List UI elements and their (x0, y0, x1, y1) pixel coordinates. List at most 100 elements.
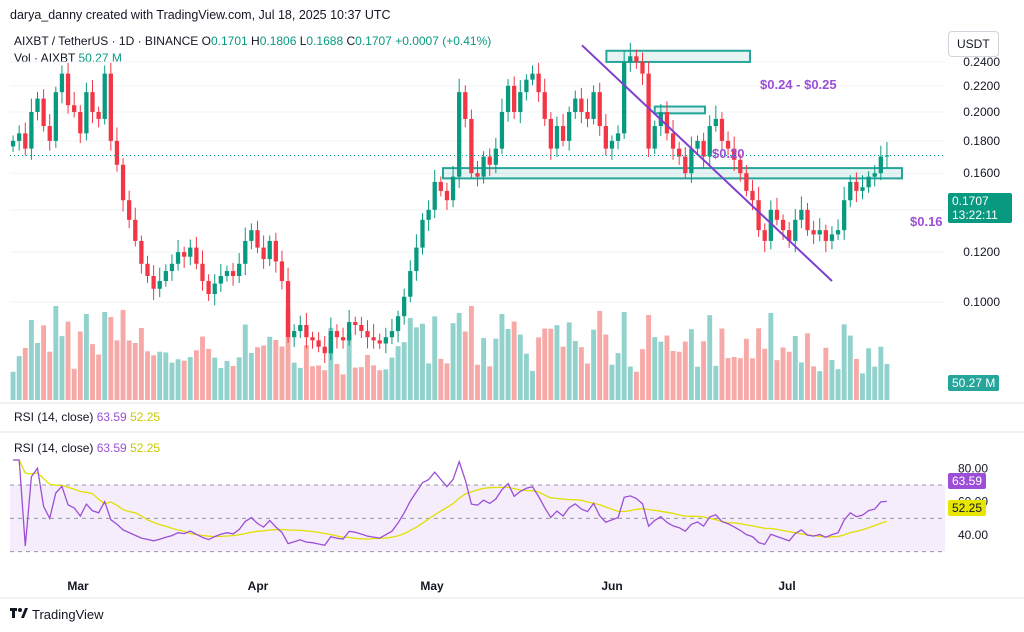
volume-bar (670, 350, 676, 400)
candle-body (322, 346, 327, 354)
volume-bar (303, 345, 309, 400)
candle-body (120, 164, 126, 201)
price-tick-label: 0.2400 (963, 55, 1000, 69)
candle-body (420, 219, 425, 248)
volume-bar (273, 340, 279, 400)
volume-bar (591, 329, 597, 400)
volume-bar (120, 310, 126, 400)
volume-bar (279, 346, 285, 400)
candle-body (738, 159, 743, 174)
candle-body (157, 281, 162, 289)
volume-bar (688, 329, 694, 400)
currency-button[interactable]: USDT (948, 31, 999, 57)
candle-body (47, 126, 52, 141)
candle-body (72, 105, 77, 112)
time-tick-label: May (420, 579, 444, 593)
candle-body (463, 92, 468, 119)
volume-bar (829, 360, 835, 400)
candle-body (560, 126, 566, 141)
volume-bar (71, 368, 77, 400)
volume-bar (407, 317, 413, 400)
volume-bar (737, 358, 743, 400)
volume-bar (108, 317, 114, 400)
volume-bar (413, 327, 419, 400)
candle-body (90, 92, 95, 112)
candle-body (224, 271, 230, 276)
volume-bar (493, 338, 499, 400)
candle-body (817, 230, 822, 235)
volume-bar (750, 358, 755, 400)
volume-bar (536, 337, 542, 400)
volume-bar (695, 366, 700, 400)
candle-body (689, 148, 694, 174)
volume-bar (316, 365, 322, 400)
volume-bar (193, 350, 199, 400)
zones-layer (442, 49, 903, 180)
volume-bar (627, 366, 633, 400)
volume-bar (817, 371, 823, 400)
zone-low (442, 167, 903, 180)
volume-bar (132, 342, 138, 400)
candle-body (426, 209, 431, 220)
candle-body (615, 133, 621, 141)
candle-body (371, 337, 376, 341)
volume-bar (383, 369, 389, 400)
candle-body (622, 61, 627, 134)
volume-bar (444, 363, 450, 400)
zone-label-low: $0.16 (910, 214, 943, 229)
volume-bar (768, 313, 774, 400)
volume-bar (542, 328, 548, 400)
rsi-value-tag: 63.59 (948, 473, 987, 489)
volume-bar (47, 351, 53, 400)
volume-bar (310, 366, 315, 400)
candle-body (84, 92, 89, 134)
candle-body (469, 118, 474, 174)
candle-body (524, 79, 529, 93)
price-tick-label: 0.2000 (963, 105, 1000, 119)
rsi-legend-2: RSI (14, close) 63.59 52.25 (14, 441, 160, 455)
volume-bar (597, 310, 603, 400)
volume-bar (707, 315, 713, 400)
volume-bar (365, 354, 370, 400)
time-tick-label: Jun (601, 579, 622, 593)
volume-bar (145, 351, 150, 400)
candle-body (212, 283, 217, 295)
candle-body (237, 263, 242, 276)
candle-body (793, 219, 798, 241)
candle-body (29, 111, 34, 149)
volume-bar (621, 312, 627, 400)
close-value: 0.1707 (355, 34, 392, 48)
candle-body (389, 331, 395, 338)
candle-body (805, 209, 810, 231)
volume-bar (297, 367, 303, 400)
volume-bar (432, 316, 438, 400)
symbol-legend: AIXBT / TetherUS · 1D · BINANCE O0.1701 … (14, 34, 491, 48)
volume-bar (90, 344, 95, 400)
candle-body (811, 230, 816, 235)
time-tick-label: Mar (67, 579, 89, 593)
time-axis: Mar Apr May Jun Jul (67, 579, 795, 593)
open-label: O (201, 34, 211, 48)
candle-body (677, 148, 682, 157)
volume-bar (615, 353, 621, 400)
zone-mid (653, 105, 707, 115)
price-tick-label: 0.1600 (963, 166, 1000, 180)
volume-bar (872, 366, 878, 400)
candle-body (670, 133, 676, 149)
volume-bar (334, 363, 340, 400)
volume-bar (41, 325, 47, 400)
candle-body (884, 155, 890, 157)
candle-body (133, 219, 138, 241)
volume-bar (603, 334, 609, 400)
candle-body (273, 240, 278, 262)
volume-bar (878, 346, 884, 400)
candle-body (707, 126, 712, 157)
candle-body (701, 140, 706, 157)
volume-bar (554, 325, 560, 400)
volume-bar (560, 346, 566, 400)
volume-bar (462, 331, 468, 400)
candle-body (206, 281, 211, 295)
volume-bar (420, 323, 425, 400)
candle-body (353, 322, 358, 326)
